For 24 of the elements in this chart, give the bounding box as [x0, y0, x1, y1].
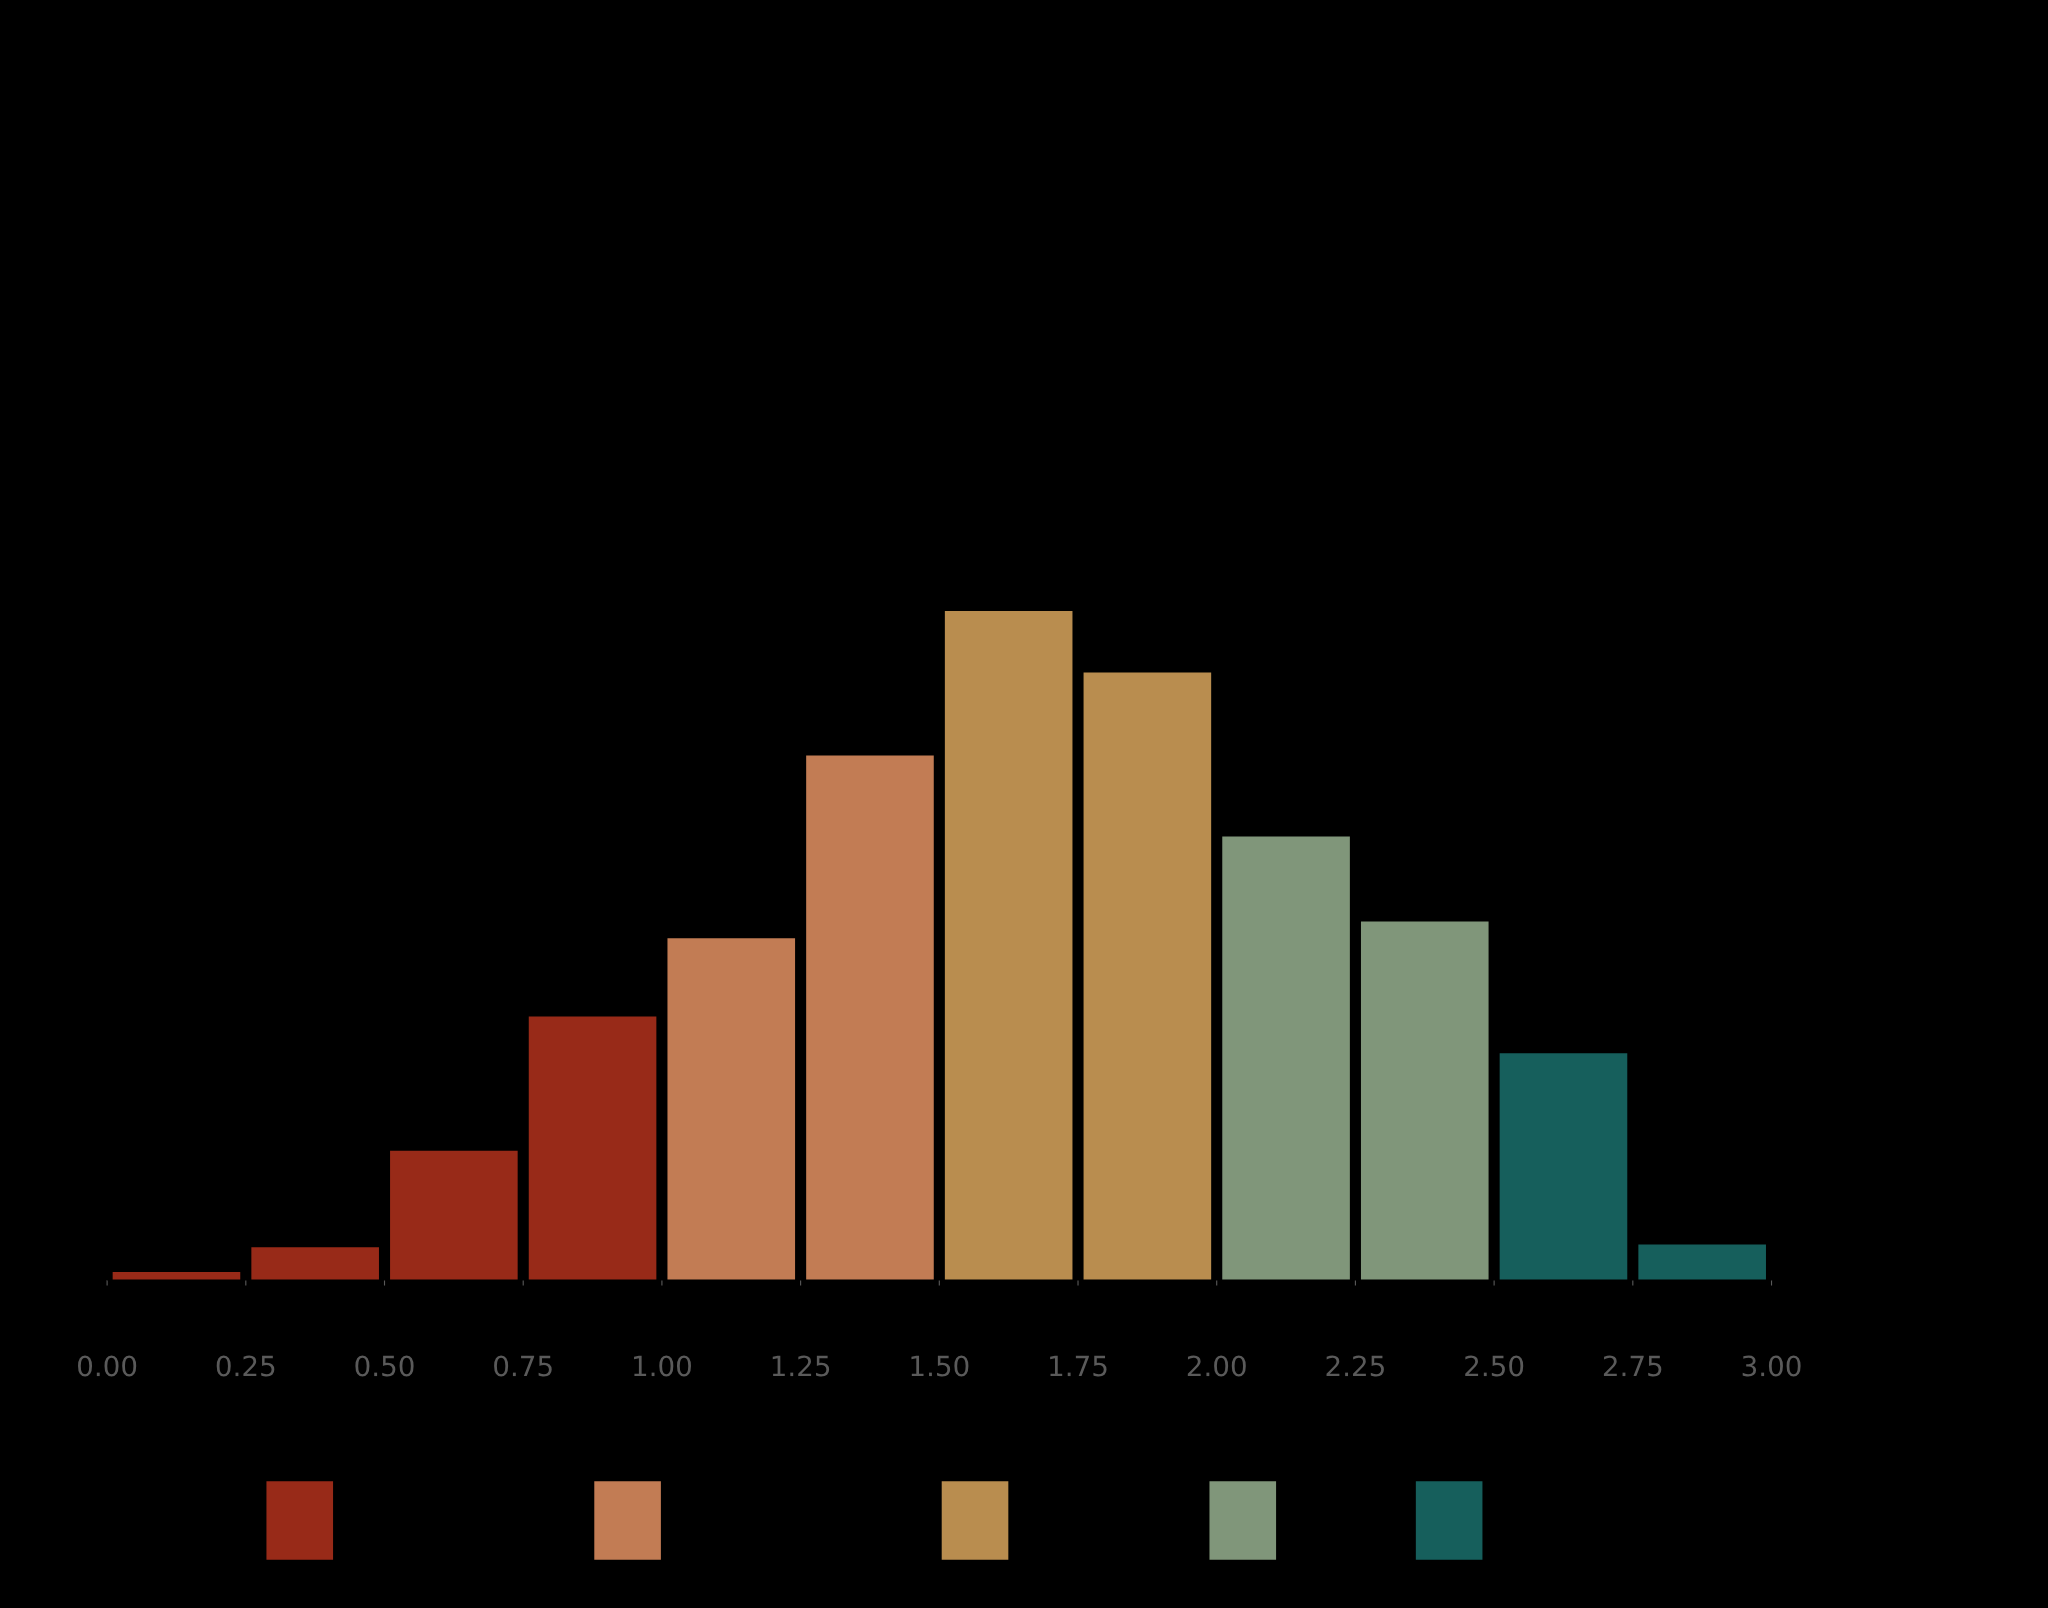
- bar: [1499, 1053, 1628, 1280]
- bar: [1083, 672, 1212, 1280]
- bar: [390, 1150, 518, 1280]
- x-tick-label: 2.00: [1187, 1355, 1246, 1377]
- bar: [667, 938, 796, 1280]
- bar: [528, 1016, 657, 1280]
- x-tick-label: 2.75: [1603, 1355, 1662, 1377]
- x-tick-label: 1.75: [1050, 1355, 1107, 1377]
- x-tick-label: 3.00: [1742, 1355, 1801, 1377]
- x-tick-label: 1.25: [772, 1355, 830, 1377]
- bar: [1360, 921, 1489, 1280]
- x-tick-label: 1.00: [634, 1355, 691, 1377]
- x-tick-label: 0.75: [494, 1355, 552, 1377]
- x-tick-label: 0.00: [78, 1355, 137, 1377]
- bar: [1638, 1244, 1766, 1280]
- bar: [806, 755, 934, 1280]
- x-tick-label: 0.50: [355, 1355, 414, 1377]
- x-tick-label: 2.25: [1326, 1355, 1384, 1377]
- x-tick-label: 0.25: [216, 1355, 275, 1377]
- x-tick-label: 1.50: [911, 1355, 969, 1377]
- bar: [944, 611, 1073, 1280]
- bar: [1222, 836, 1350, 1280]
- bar: [251, 1247, 379, 1280]
- x-tick-label: 2.50: [1465, 1355, 1524, 1377]
